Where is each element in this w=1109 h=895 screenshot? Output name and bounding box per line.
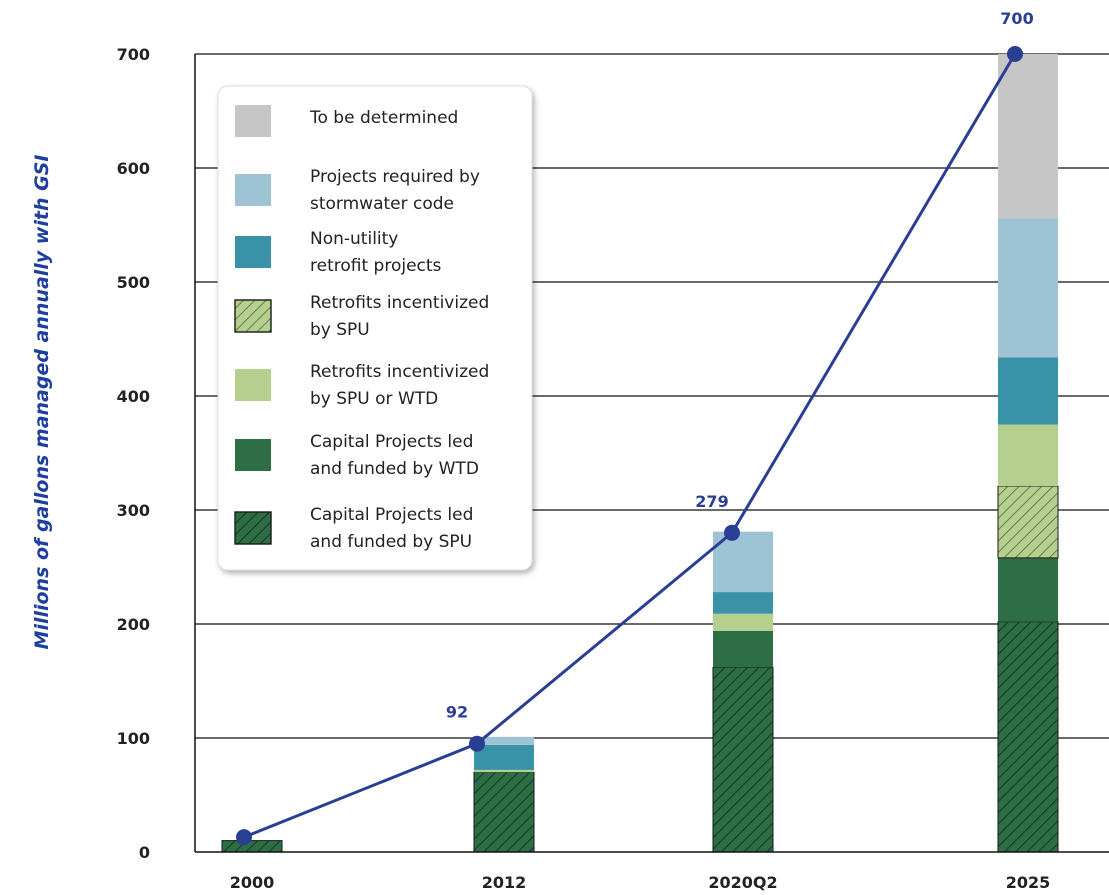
legend-label-capital-projects-led-and-funded-by-spu-line-2: and funded by SPU xyxy=(310,532,472,552)
line-label-2025: 700 xyxy=(1000,9,1033,28)
y-tick-label-600: 600 xyxy=(117,159,150,178)
legend-label-retrofits-incentivized-by-spu-or-wtd-line-2: by SPU or WTD xyxy=(310,389,438,409)
x-tick-label-2025: 2025 xyxy=(1006,873,1051,892)
bar-2025-retrofits-incentivized-by-spu xyxy=(997,485,1059,559)
legend-label-capital-projects-led-and-funded-by-wtd-line-2: and funded by WTD xyxy=(310,459,479,479)
legend-label-projects-required-by-stormwater-code-line-2: stormwater code xyxy=(310,194,454,214)
y-tick-label-400: 400 xyxy=(117,387,150,406)
bar-2025-retrofits-incentivized-by-spu-or-wtd xyxy=(998,424,1058,487)
line-point-2020q2 xyxy=(724,524,740,541)
bar-2020q2-capital-projects-led-and-funded-by-wtd xyxy=(713,630,773,668)
bars xyxy=(221,54,1059,853)
bar-2012-projects-required-by-stormwater-code xyxy=(474,736,534,745)
bar-2025-non-utility-retrofit-projects xyxy=(998,357,1058,425)
bar-2012-non-utility-retrofit-projects xyxy=(474,744,534,770)
legend-swatch-projects-required-by-stormwater-code xyxy=(235,174,271,206)
bar-2012-retrofits-incentivized-by-spu-or-wtd xyxy=(474,769,534,773)
bar-2025-capital-projects-led-and-funded-by-wtd xyxy=(998,557,1058,622)
legend-box xyxy=(217,85,533,571)
total-line: 92 279 700 xyxy=(236,9,1034,846)
bar-2020q2-retrofits-incentivized-by-spu-or-wtd xyxy=(713,613,773,631)
legend-label-retrofits-incentivized-by-spu-line-2: by SPU xyxy=(310,320,370,340)
bar-2025-capital-projects-led-and-funded-by-spu xyxy=(997,621,1059,853)
legend-swatch-capital-projects-led-and-funded-by-spu xyxy=(234,511,272,545)
legend-label-capital-projects-led-and-funded-by-spu-line-1: Capital Projects led xyxy=(310,505,473,525)
bar-2025-to-be-determined xyxy=(998,54,1058,219)
line-point-2012 xyxy=(469,735,485,752)
x-tick-label-2020q2: 2020Q2 xyxy=(708,873,777,892)
legend-label-to-be-determined-line-1: To be determined xyxy=(309,108,458,128)
bar-2020q2-capital-projects-led-and-funded-by-spu xyxy=(712,666,774,853)
legend-swatch-capital-projects-led-and-funded-by-wtd xyxy=(235,439,271,471)
y-tick-label-200: 200 xyxy=(117,615,150,634)
legend-swatch-to-be-determined xyxy=(235,105,271,137)
legend-swatch-retrofits-incentivized-by-spu-or-wtd xyxy=(235,369,271,401)
legend: To be determined Projects required by stor… xyxy=(217,85,533,571)
line-label-2020q2: 279 xyxy=(695,492,728,511)
legend-swatch-retrofits-incentivized-by-spu xyxy=(234,299,272,333)
y-tick-label-100: 100 xyxy=(117,729,150,748)
y-tick-label-500: 500 xyxy=(117,273,150,292)
y-tick-label-0: 0 xyxy=(139,843,150,862)
legend-swatch-non-utility-retrofit-projects xyxy=(235,236,271,268)
y-tick-label-700: 700 xyxy=(117,45,150,64)
axes: 0 100 200 300 400 500 600 700 2000 2012 2020Q2 2025 xyxy=(117,45,1109,892)
legend-label-retrofits-incentivized-by-spu-or-wtd-line-1: Retrofits incentivized xyxy=(310,362,489,382)
line-point-2025 xyxy=(1007,46,1023,62)
total-line-path xyxy=(243,53,1017,839)
legend-label-non-utility-retrofit-projects-line-1: Non-utility xyxy=(310,229,398,249)
bar-2025-projects-required-by-stormwater-code xyxy=(998,218,1058,358)
bar-2020q2-non-utility-retrofit-projects xyxy=(713,592,773,614)
legend-label-projects-required-by-stormwater-code-line-1: Projects required by xyxy=(310,167,480,187)
bar-2012-capital-projects-led-and-funded-by-spu xyxy=(473,771,535,853)
y-axis-label: Millions of gallons managed annually wit… xyxy=(31,155,53,650)
legend-label-retrofits-incentivized-by-spu-line-1: Retrofits incentivized xyxy=(310,293,489,313)
line-label-2012: 92 xyxy=(446,703,468,722)
x-tick-label-2012: 2012 xyxy=(482,873,527,892)
legend-label-capital-projects-led-and-funded-by-wtd-line-1: Capital Projects led xyxy=(310,432,473,452)
line-point-2000 xyxy=(236,829,252,846)
bar-2000-capital-projects-led-and-funded-by-spu xyxy=(221,840,283,853)
legend-label-non-utility-retrofit-projects-line-2: retrofit projects xyxy=(310,256,442,276)
y-tick-label-300: 300 xyxy=(117,501,150,520)
x-tick-label-2000: 2000 xyxy=(230,873,275,892)
